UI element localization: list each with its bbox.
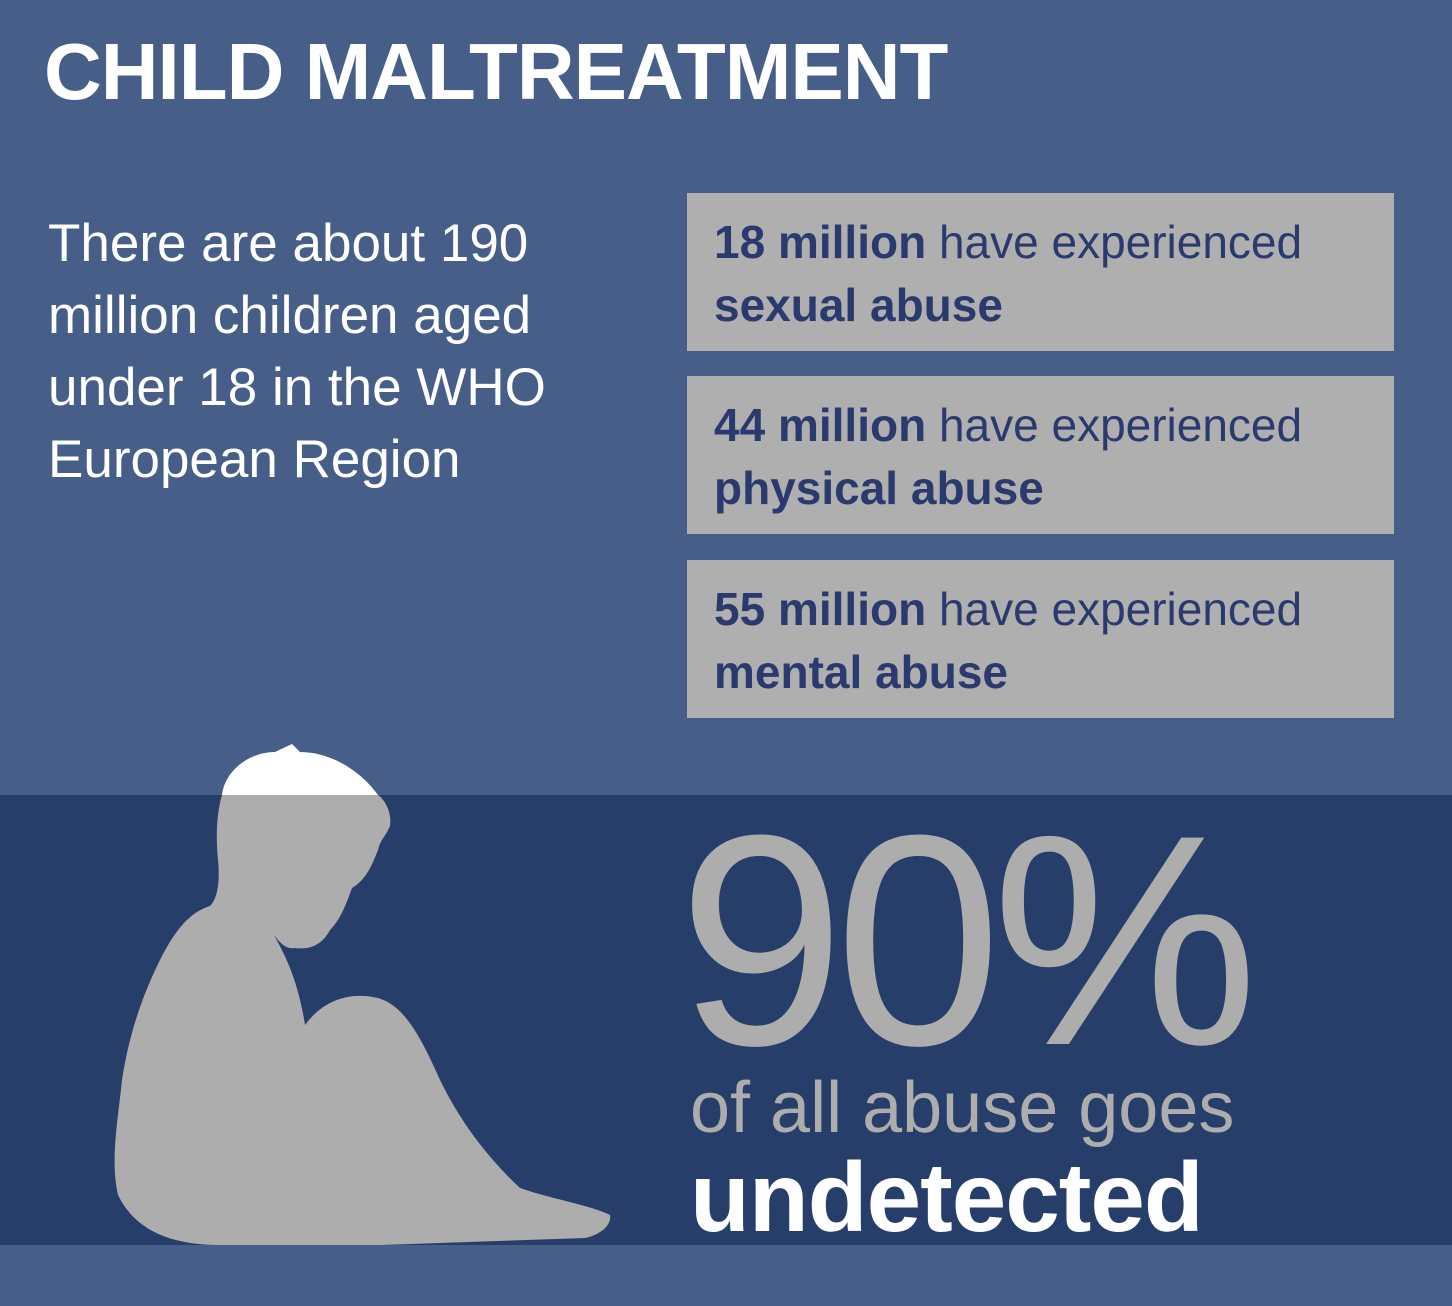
undetected-caption: of all abuse goes bbox=[690, 1068, 1235, 1148]
stat-text: have experienced bbox=[938, 583, 1303, 635]
hair-shape bbox=[222, 744, 378, 795]
stat-box-sexual-abuse: 18 million have experienced sexual abuse bbox=[687, 193, 1394, 351]
stat-line: 55 million have experienced bbox=[714, 578, 1394, 641]
stat-line: 44 million have experienced bbox=[714, 394, 1394, 457]
page-title: CHILD MALTREATMENT bbox=[44, 27, 948, 116]
stat-text: have experienced bbox=[938, 216, 1303, 268]
stat-line: 18 million have experienced bbox=[714, 211, 1394, 274]
intro-text: There are about 190 million children age… bbox=[48, 208, 648, 496]
stat-number: 44 million bbox=[714, 399, 927, 451]
intro-line: European Region bbox=[48, 430, 461, 489]
stat-number: 18 million bbox=[714, 216, 927, 268]
intro-line: under 18 in the WHO bbox=[48, 358, 546, 417]
stat-number: 55 million bbox=[714, 583, 927, 635]
percent-figure: 90% bbox=[678, 772, 1258, 1108]
stat-kind: physical abuse bbox=[714, 462, 1044, 514]
body-shape bbox=[114, 795, 611, 1245]
stat-text: have experienced bbox=[938, 399, 1303, 451]
undetected-emphasis: undetected bbox=[690, 1142, 1204, 1252]
stat-box-mental-abuse: 55 million have experienced mental abuse bbox=[687, 560, 1394, 718]
intro-line: million children aged bbox=[48, 286, 532, 345]
stat-box-physical-abuse: 44 million have experienced physical abu… bbox=[687, 376, 1394, 534]
stat-kind: mental abuse bbox=[714, 646, 1008, 698]
stat-kind: sexual abuse bbox=[714, 279, 1003, 331]
intro-line: There are about 190 bbox=[48, 214, 529, 273]
